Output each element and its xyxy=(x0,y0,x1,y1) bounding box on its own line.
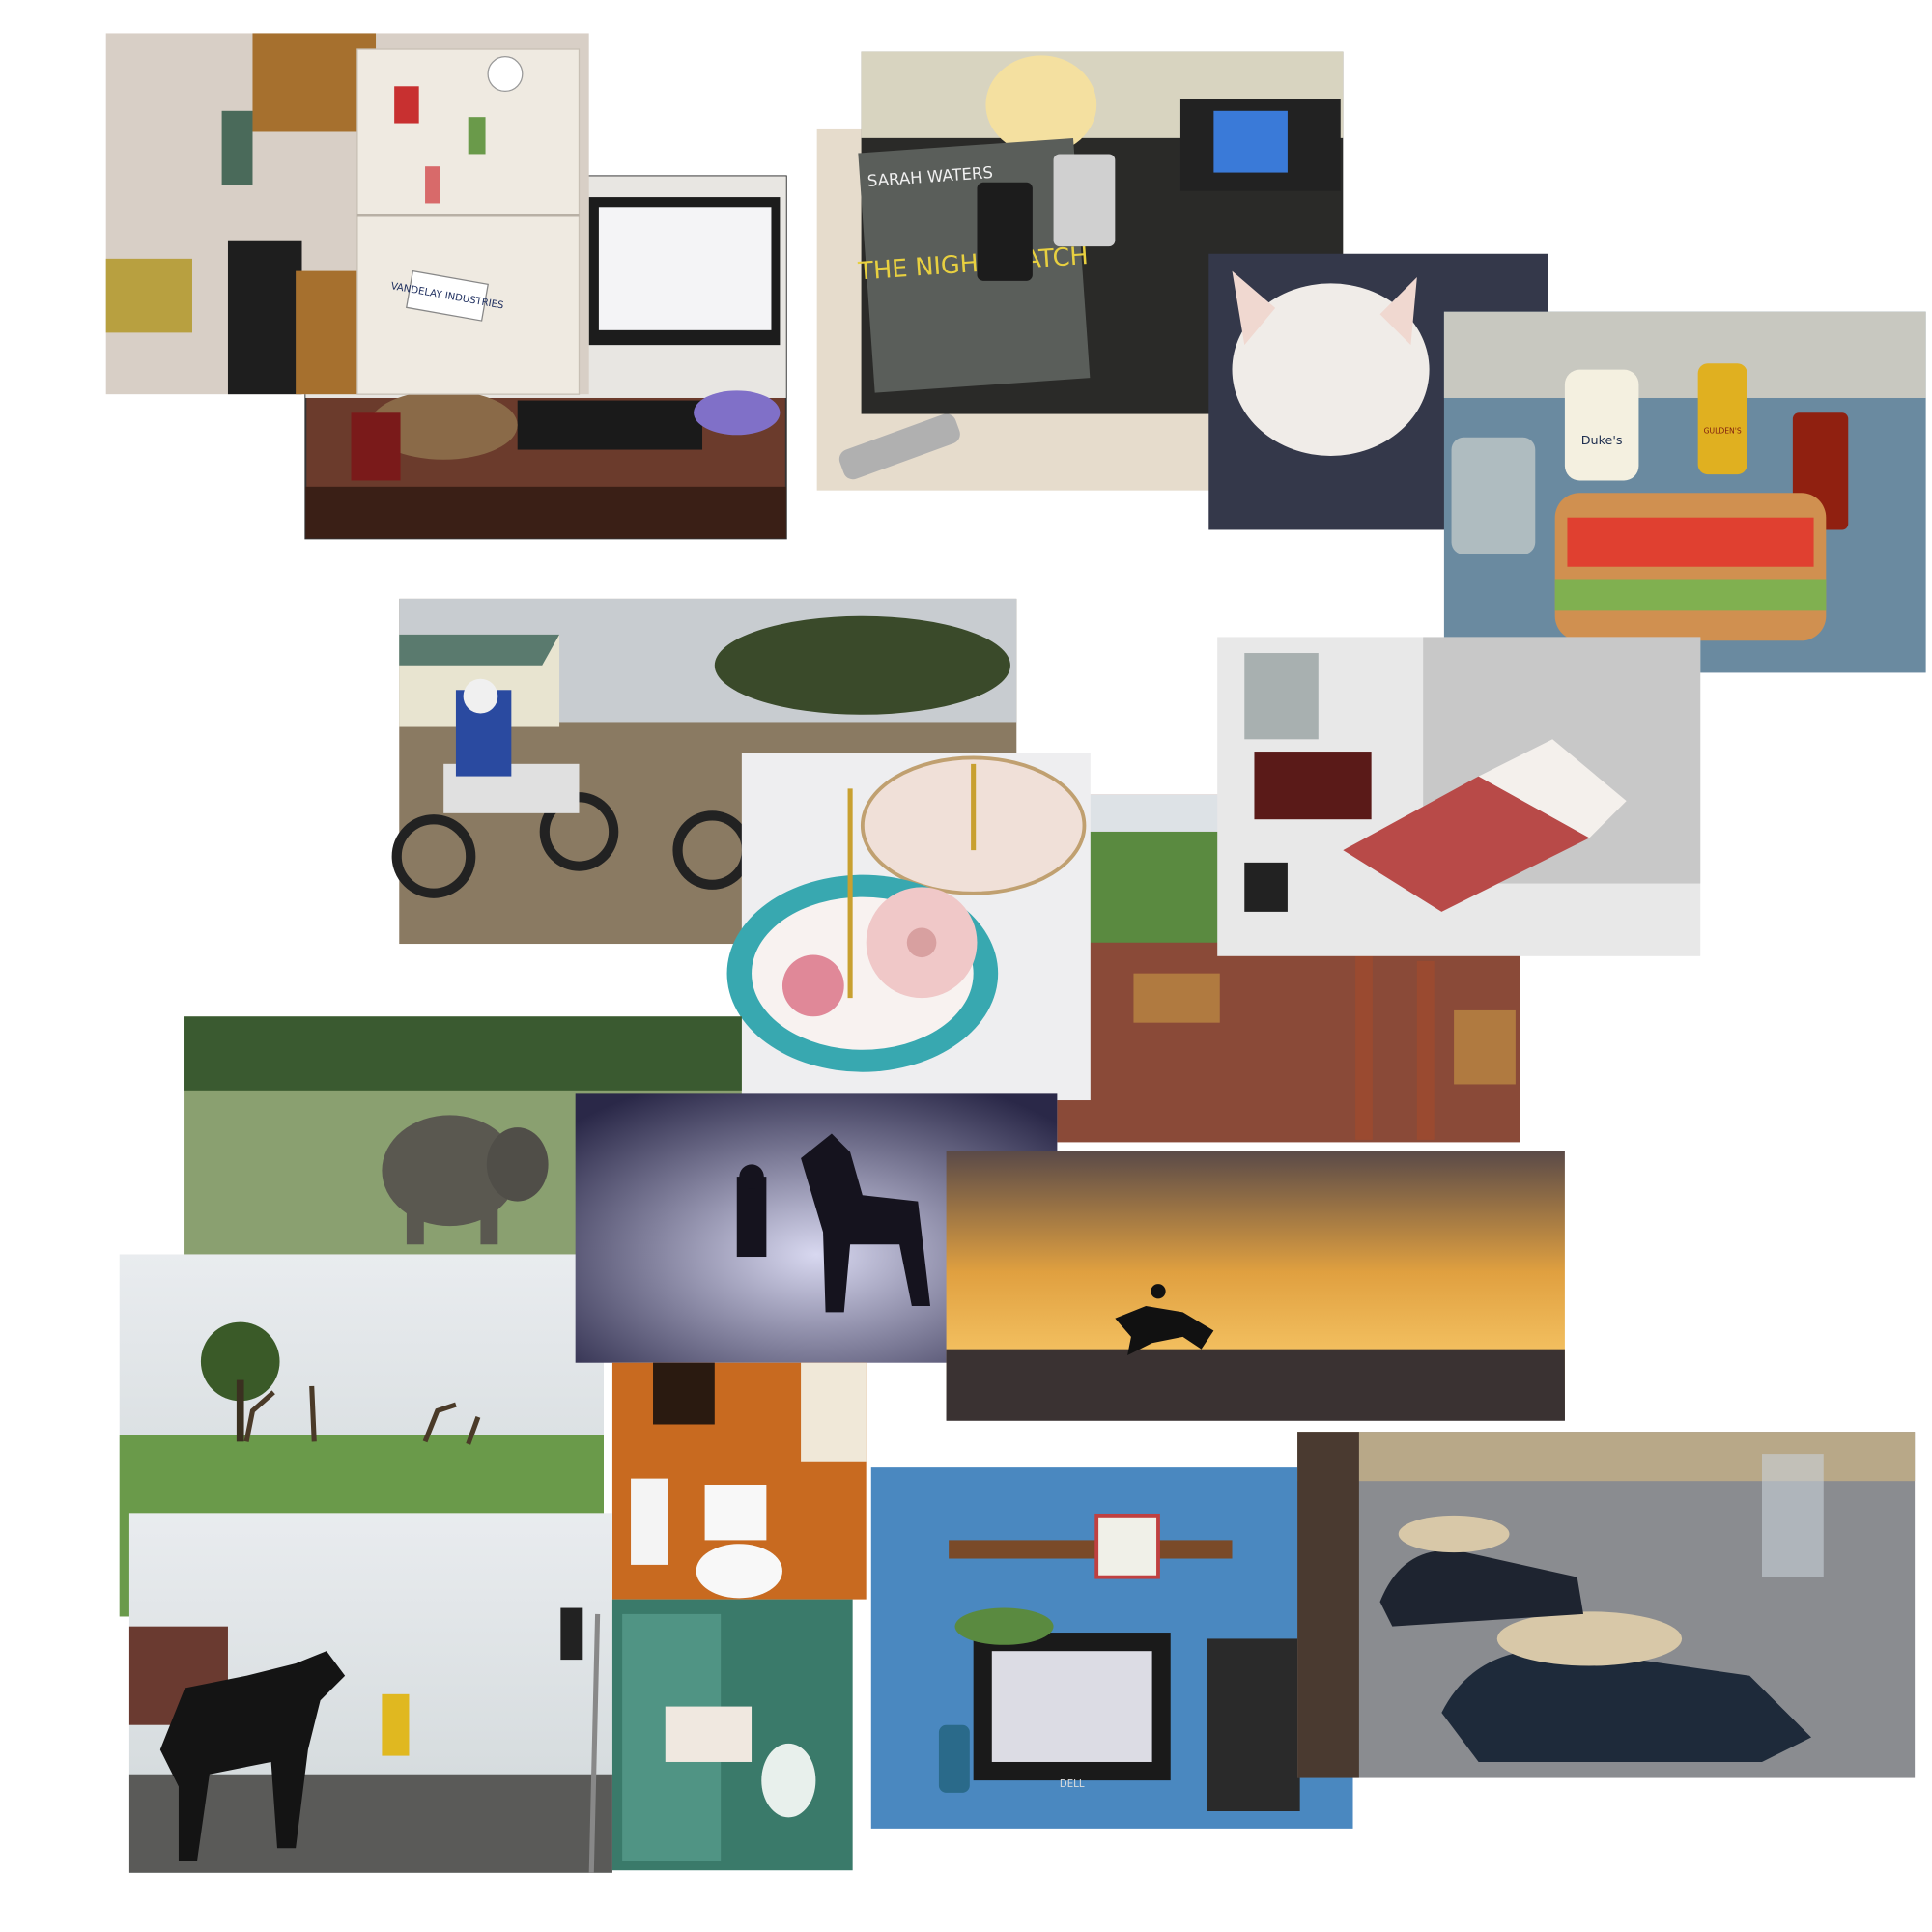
photo-bedroom xyxy=(1217,637,1701,956)
photo-scooters xyxy=(1297,1432,1916,1778)
photo-donut xyxy=(726,753,1091,1101)
photo-motorcycles xyxy=(391,598,1017,945)
photo-book: SARAH WATERS THE NIGHT WATCH xyxy=(857,51,1344,414)
mayo-label: Duke's xyxy=(1581,434,1623,448)
photo-sunset xyxy=(946,1151,1565,1421)
photo-sandwich: Duke's GULDEN'S xyxy=(1443,311,1926,673)
photo-dorm: DELL xyxy=(870,1467,1353,1829)
photo-shower xyxy=(611,1599,853,1871)
mustard-label: GULDEN'S xyxy=(1704,426,1742,435)
photo-carriage xyxy=(128,1513,612,1873)
photo-kitchen: VANDELAY INDUSTRIES xyxy=(105,33,589,395)
photo-bathroom xyxy=(611,1362,867,1600)
monitor-brand: DELL xyxy=(1060,1779,1085,1790)
